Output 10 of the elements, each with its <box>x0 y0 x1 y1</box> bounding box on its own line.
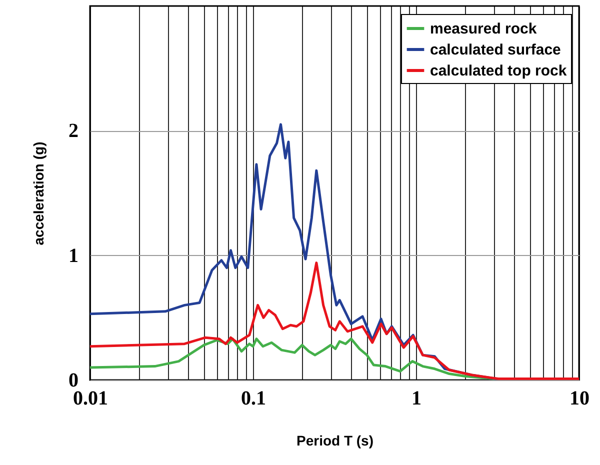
y-tick-label: 2 <box>68 120 78 142</box>
legend-label: calculated top rock <box>430 62 568 80</box>
legend-label: measured rock <box>430 20 538 38</box>
y-tick-label: 1 <box>68 244 78 267</box>
x-tick-label: 10 <box>570 388 590 410</box>
x-axis-title: Period T (s) <box>296 432 374 448</box>
y-axis-title: acceleration (g) <box>30 142 46 246</box>
x-tick-label: 1 <box>412 388 422 410</box>
legend-label: calculated surface <box>430 42 561 58</box>
x-tick-label: 0.1 <box>241 388 266 410</box>
